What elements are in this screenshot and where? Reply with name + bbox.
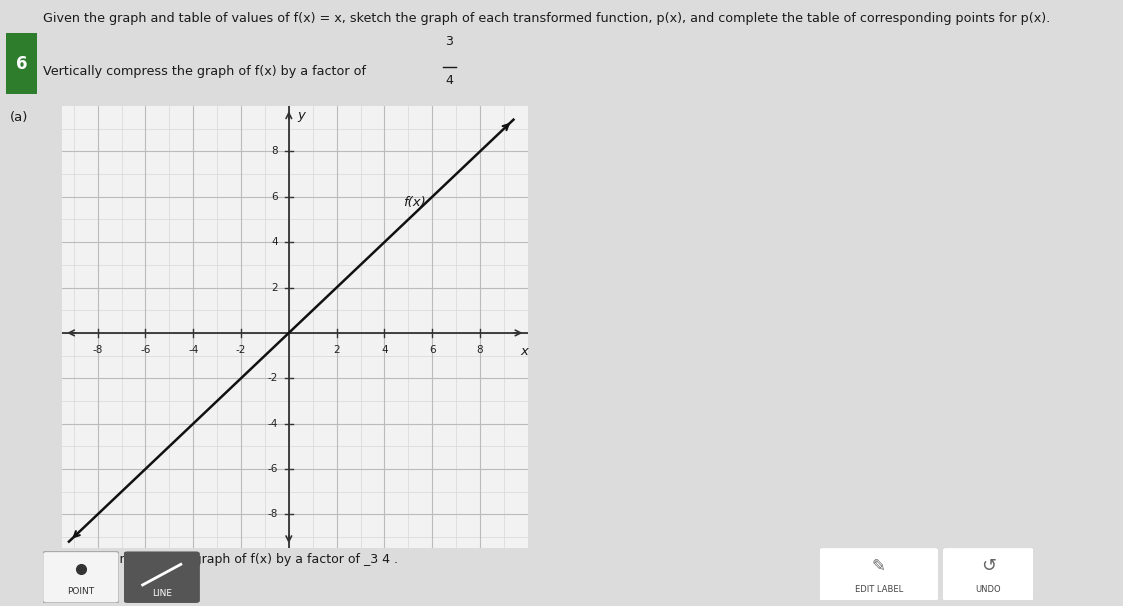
Text: 6: 6 (429, 345, 436, 355)
FancyBboxPatch shape (818, 547, 940, 601)
Text: Vertically compress the graph of f(x) by a factor of _3 4 .: Vertically compress the graph of f(x) by… (43, 553, 398, 566)
Text: 4: 4 (445, 74, 453, 87)
Text: 3: 3 (445, 35, 453, 48)
Text: (a): (a) (10, 112, 29, 124)
Text: EDIT LABEL: EDIT LABEL (855, 585, 903, 594)
Text: -2: -2 (236, 345, 246, 355)
Text: 6: 6 (16, 55, 27, 73)
Text: 2: 2 (272, 282, 279, 293)
Text: 2: 2 (334, 345, 340, 355)
Text: 8: 8 (272, 147, 279, 156)
FancyBboxPatch shape (43, 551, 119, 603)
Text: 6: 6 (272, 191, 279, 202)
Text: 8: 8 (476, 345, 483, 355)
FancyBboxPatch shape (124, 551, 200, 603)
Text: UNDO: UNDO (976, 585, 1001, 594)
Text: -6: -6 (140, 345, 150, 355)
Text: -4: -4 (267, 419, 279, 428)
Text: -2: -2 (267, 373, 279, 383)
Text: x: x (521, 345, 529, 358)
Text: -4: -4 (188, 345, 199, 355)
Text: 4: 4 (381, 345, 387, 355)
Text: ↺: ↺ (980, 558, 996, 576)
Text: 4: 4 (272, 237, 279, 247)
Text: POINT: POINT (67, 587, 94, 596)
Text: -6: -6 (267, 464, 279, 474)
Text: Given the graph and table of values of f(x) = x, sketch the graph of each transf: Given the graph and table of values of f… (43, 12, 1050, 25)
Text: LINE: LINE (152, 589, 172, 598)
Text: y: y (298, 110, 305, 122)
Text: f(x): f(x) (403, 196, 427, 209)
Text: Vertically compress the graph of f(x) by a factor of: Vertically compress the graph of f(x) by… (43, 65, 366, 78)
Text: -8: -8 (267, 510, 279, 519)
Text: -8: -8 (92, 345, 103, 355)
FancyBboxPatch shape (941, 547, 1035, 601)
Text: ✎: ✎ (871, 558, 886, 576)
